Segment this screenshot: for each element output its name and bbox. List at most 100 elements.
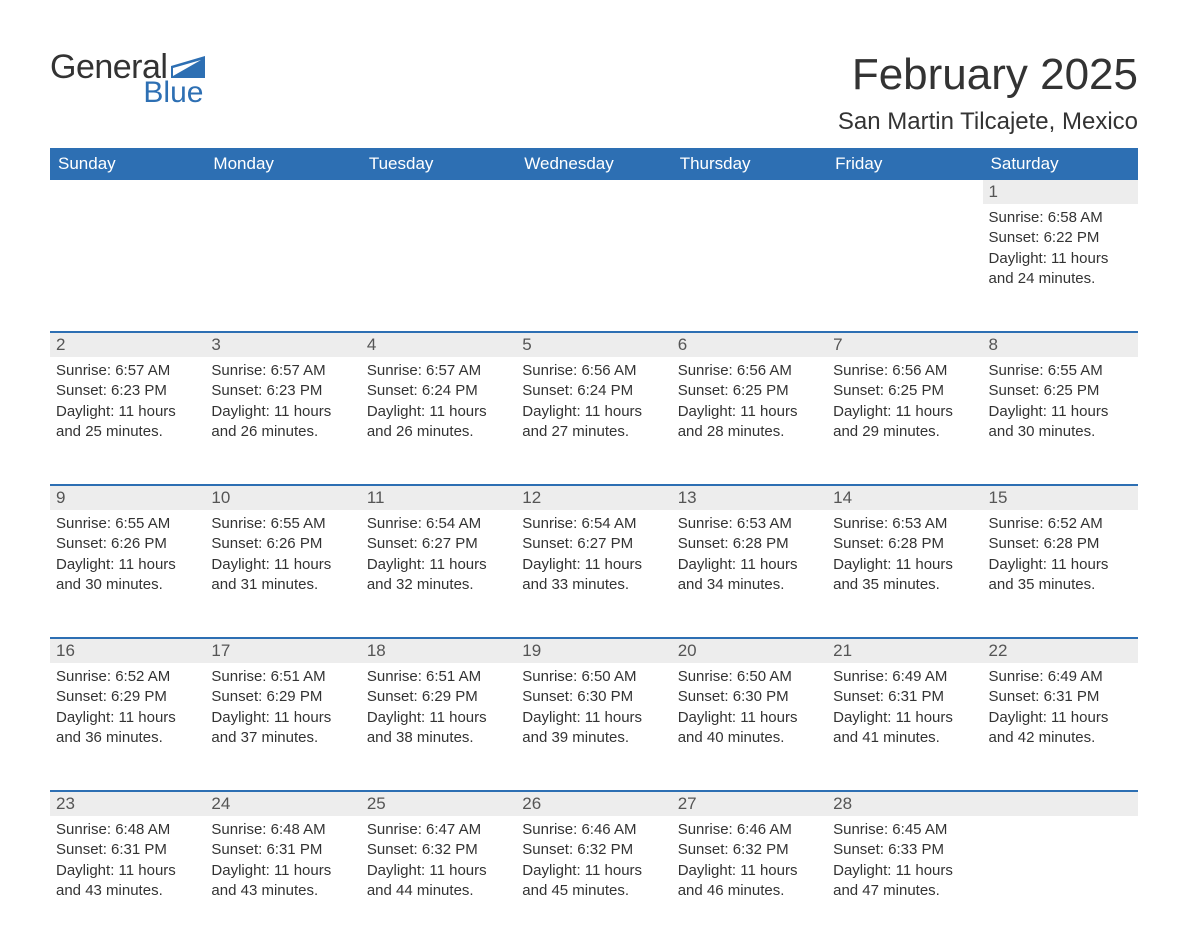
day-number-cell: 13 <box>672 485 827 510</box>
sunset-text: Sunset: 6:25 PM <box>678 381 821 401</box>
sunrise-text: Sunrise: 6:50 AM <box>678 667 821 687</box>
day-number-cell: 14 <box>827 485 982 510</box>
week-body-row: Sunrise: 6:57 AMSunset: 6:23 PMDaylight:… <box>50 357 1138 485</box>
daylight-text: and 40 minutes. <box>678 728 821 748</box>
sunrise-text: Sunrise: 6:52 AM <box>56 667 199 687</box>
sunset-text: Sunset: 6:32 PM <box>678 840 821 860</box>
daylight-text: Daylight: 11 hours <box>211 708 354 728</box>
day-number-cell: 4 <box>361 332 516 357</box>
calendar-table: SundayMondayTuesdayWednesdayThursdayFrid… <box>50 148 1138 944</box>
day-body-cell: Sunrise: 6:57 AMSunset: 6:23 PMDaylight:… <box>50 357 205 485</box>
day-body-cell: Sunrise: 6:51 AMSunset: 6:29 PMDaylight:… <box>205 663 360 791</box>
daylight-text: Daylight: 11 hours <box>678 402 821 422</box>
daylight-text: Daylight: 11 hours <box>367 555 510 575</box>
sunset-text: Sunset: 6:31 PM <box>989 687 1132 707</box>
day-body-cell: Sunrise: 6:55 AMSunset: 6:26 PMDaylight:… <box>50 510 205 638</box>
sunset-text: Sunset: 6:23 PM <box>211 381 354 401</box>
daylight-text: and 30 minutes. <box>989 422 1132 442</box>
sunset-text: Sunset: 6:31 PM <box>211 840 354 860</box>
sunset-text: Sunset: 6:24 PM <box>367 381 510 401</box>
sunset-text: Sunset: 6:28 PM <box>678 534 821 554</box>
sunset-text: Sunset: 6:29 PM <box>56 687 199 707</box>
sunrise-text: Sunrise: 6:45 AM <box>833 820 976 840</box>
week-body-row: Sunrise: 6:52 AMSunset: 6:29 PMDaylight:… <box>50 663 1138 791</box>
sunrise-text: Sunrise: 6:56 AM <box>678 361 821 381</box>
header: General Blue February 2025 San Martin Ti… <box>50 50 1138 136</box>
daylight-text: and 35 minutes. <box>833 575 976 595</box>
day-body-cell: Sunrise: 6:53 AMSunset: 6:28 PMDaylight:… <box>672 510 827 638</box>
day-number-cell: 26 <box>516 791 671 816</box>
sunset-text: Sunset: 6:31 PM <box>56 840 199 860</box>
day-number-cell: 24 <box>205 791 360 816</box>
sunrise-text: Sunrise: 6:56 AM <box>833 361 976 381</box>
logo: General Blue <box>50 50 205 108</box>
day-number-cell: 15 <box>983 485 1138 510</box>
daylight-text: and 28 minutes. <box>678 422 821 442</box>
day-body-cell: Sunrise: 6:51 AMSunset: 6:29 PMDaylight:… <box>361 663 516 791</box>
weekday-header: Monday <box>205 148 360 180</box>
week-daynum-row: 9101112131415 <box>50 485 1138 510</box>
day-number-cell <box>516 180 671 204</box>
sunrise-text: Sunrise: 6:55 AM <box>989 361 1132 381</box>
day-number-cell <box>205 180 360 204</box>
day-number-cell: 2 <box>50 332 205 357</box>
weekday-header: Saturday <box>983 148 1138 180</box>
sunrise-text: Sunrise: 6:48 AM <box>211 820 354 840</box>
sunset-text: Sunset: 6:30 PM <box>678 687 821 707</box>
daylight-text: Daylight: 11 hours <box>367 708 510 728</box>
sunset-text: Sunset: 6:29 PM <box>367 687 510 707</box>
location-label: San Martin Tilcajete, Mexico <box>838 108 1138 136</box>
day-number-cell: 1 <box>983 180 1138 204</box>
sunset-text: Sunset: 6:25 PM <box>989 381 1132 401</box>
sunset-text: Sunset: 6:28 PM <box>989 534 1132 554</box>
day-number-cell: 3 <box>205 332 360 357</box>
day-number-cell: 16 <box>50 638 205 663</box>
sunrise-text: Sunrise: 6:47 AM <box>367 820 510 840</box>
daylight-text: and 43 minutes. <box>56 881 199 901</box>
sunrise-text: Sunrise: 6:54 AM <box>367 514 510 534</box>
sunrise-text: Sunrise: 6:46 AM <box>522 820 665 840</box>
sunrise-text: Sunrise: 6:53 AM <box>678 514 821 534</box>
sunrise-text: Sunrise: 6:54 AM <box>522 514 665 534</box>
day-number-cell <box>672 180 827 204</box>
sunrise-text: Sunrise: 6:57 AM <box>56 361 199 381</box>
sunset-text: Sunset: 6:27 PM <box>522 534 665 554</box>
day-body-cell: Sunrise: 6:54 AMSunset: 6:27 PMDaylight:… <box>516 510 671 638</box>
day-body-cell: Sunrise: 6:50 AMSunset: 6:30 PMDaylight:… <box>672 663 827 791</box>
daylight-text: Daylight: 11 hours <box>989 708 1132 728</box>
day-body-cell: Sunrise: 6:49 AMSunset: 6:31 PMDaylight:… <box>827 663 982 791</box>
day-number-cell: 10 <box>205 485 360 510</box>
sunset-text: Sunset: 6:22 PM <box>989 228 1132 248</box>
sunrise-text: Sunrise: 6:55 AM <box>56 514 199 534</box>
day-number-cell: 18 <box>361 638 516 663</box>
sunrise-text: Sunrise: 6:57 AM <box>211 361 354 381</box>
day-body-cell: Sunrise: 6:49 AMSunset: 6:31 PMDaylight:… <box>983 663 1138 791</box>
daylight-text: and 46 minutes. <box>678 881 821 901</box>
sunrise-text: Sunrise: 6:51 AM <box>367 667 510 687</box>
sunset-text: Sunset: 6:29 PM <box>211 687 354 707</box>
page-title: February 2025 <box>838 50 1138 100</box>
day-number-cell <box>361 180 516 204</box>
sunrise-text: Sunrise: 6:57 AM <box>367 361 510 381</box>
daylight-text: Daylight: 11 hours <box>989 555 1132 575</box>
daylight-text: Daylight: 11 hours <box>522 861 665 881</box>
daylight-text: Daylight: 11 hours <box>833 861 976 881</box>
week-daynum-row: 1 <box>50 180 1138 204</box>
logo-text-blue: Blue <box>143 78 203 108</box>
day-number-cell: 28 <box>827 791 982 816</box>
day-number-cell: 5 <box>516 332 671 357</box>
day-body-cell <box>50 204 205 332</box>
week-daynum-row: 16171819202122 <box>50 638 1138 663</box>
week-body-row: Sunrise: 6:58 AMSunset: 6:22 PMDaylight:… <box>50 204 1138 332</box>
daylight-text: and 44 minutes. <box>367 881 510 901</box>
day-number-cell: 27 <box>672 791 827 816</box>
daylight-text: and 26 minutes. <box>367 422 510 442</box>
daylight-text: Daylight: 11 hours <box>56 555 199 575</box>
day-body-cell: Sunrise: 6:48 AMSunset: 6:31 PMDaylight:… <box>50 816 205 944</box>
day-number-cell: 20 <box>672 638 827 663</box>
day-body-cell: Sunrise: 6:46 AMSunset: 6:32 PMDaylight:… <box>672 816 827 944</box>
daylight-text: Daylight: 11 hours <box>522 555 665 575</box>
sunrise-text: Sunrise: 6:48 AM <box>56 820 199 840</box>
day-body-cell: Sunrise: 6:56 AMSunset: 6:25 PMDaylight:… <box>827 357 982 485</box>
daylight-text: and 39 minutes. <box>522 728 665 748</box>
